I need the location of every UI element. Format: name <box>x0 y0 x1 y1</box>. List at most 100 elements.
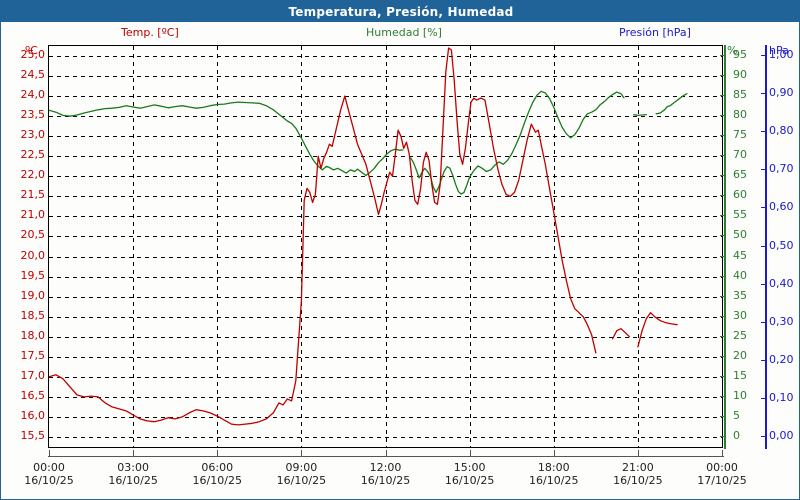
x-axis-tick-label: 03:00 16/10/25 <box>98 461 168 487</box>
humidity-axis-tick-label: 25 <box>733 328 747 342</box>
left-axis-tick-label: 24,5 <box>20 68 46 82</box>
left-axis-tick-label: 18,0 <box>20 328 46 342</box>
pressure-axis-tick-mark <box>761 55 765 56</box>
humidity-axis-spine <box>724 45 726 449</box>
pressure-axis-tick-mark <box>761 322 765 323</box>
left-axis-tick-label: 15,5 <box>20 428 46 442</box>
left-axis-tick-label: 22,5 <box>20 148 46 162</box>
window-title-bar: Temperatura, Presión, Humedad <box>1 1 800 22</box>
pressure-axis-tick-label: 0,30 <box>769 314 794 328</box>
pressure-axis-tick-label: 0,90 <box>769 86 794 100</box>
humidity-axis-tick-mark <box>720 75 724 76</box>
humidity-axis-tick-label: 60 <box>733 188 747 202</box>
pressure-axis-unit: hPa <box>769 44 789 57</box>
legend-humidity: Humedad [%] <box>366 26 442 39</box>
left-axis-tick-label: 25,0 <box>20 48 46 62</box>
legend-temperature: Temp. [ºC] <box>121 26 179 39</box>
humidity-axis-tick-label: 65 <box>733 168 747 182</box>
humidity-axis-tick-label: 85 <box>733 88 747 102</box>
humidity-axis-tick-mark <box>720 256 724 257</box>
x-axis-tick-time: 15:00 <box>453 461 486 474</box>
humidity-axis-tick-mark <box>720 55 724 56</box>
left-axis-tick-label: 17,0 <box>20 368 46 382</box>
left-axis-tick-label: 18,5 <box>20 308 46 322</box>
humidity-axis-tick-mark <box>720 155 724 156</box>
x-axis-tick-mark <box>133 450 134 457</box>
pressure-axis-tick-mark <box>761 169 765 170</box>
humidity-axis-tick-mark <box>720 175 724 176</box>
pressure-axis-tick-mark <box>761 207 765 208</box>
humidity-axis-tick-label: 75 <box>733 128 747 142</box>
humidity-axis-tick-mark <box>720 95 724 96</box>
data-series-layer <box>49 47 688 426</box>
x-axis-tick-label: 06:00 16/10/25 <box>182 461 252 487</box>
humidity-axis-tick-label: 15 <box>733 368 747 382</box>
x-axis-tick-label: 12:00 16/10/25 <box>351 461 421 487</box>
left-axis-tick-label: 20,5 <box>20 228 46 242</box>
left-axis-tick-label: 21,0 <box>20 208 46 222</box>
x-axis-tick-mark <box>49 450 50 457</box>
left-axis-tick-label: 17,5 <box>20 348 46 362</box>
x-axis-tick-time: 00:00 <box>706 461 738 474</box>
x-axis-tick-date: 16/10/25 <box>360 474 411 487</box>
x-axis-tick-mark <box>386 450 387 457</box>
pressure-axis-tick-label: 0,40 <box>769 276 794 290</box>
x-axis-tick-mark <box>217 450 218 457</box>
humidity-axis-tick-mark <box>720 215 724 216</box>
x-axis-tick-time: 21:00 <box>622 461 654 474</box>
humidity-axis-tick-label: 90 <box>733 68 747 82</box>
pressure-axis-tick-label: 0,80 <box>769 124 794 138</box>
left-axis-unit: ºC <box>25 44 38 57</box>
humidity-axis-tick-label: 70 <box>733 148 747 162</box>
x-axis-tick-mark <box>301 450 302 457</box>
x-axis-tick-label: 00:00 16/10/25 <box>14 461 84 487</box>
humidity-axis-tick-mark <box>720 356 724 357</box>
humidity-axis-tick-label: 5 <box>733 408 740 422</box>
x-axis-tick-date: 16/10/25 <box>24 474 74 487</box>
x-axis-tick-date: 16/10/25 <box>108 474 158 487</box>
x-axis-tick-label: 21:00 16/10/25 <box>603 461 673 487</box>
pressure-axis-tick-mark <box>761 246 765 247</box>
x-axis-tick-time: 06:00 <box>201 461 234 474</box>
left-axis-tick-label: 24,0 <box>20 88 46 102</box>
x-axis-tick-label: 00:00 17/10/25 <box>687 461 757 487</box>
legend-pressure: Presión [hPa] <box>619 26 691 39</box>
pressure-axis-tick-mark <box>761 436 765 437</box>
x-axis-tick-mark <box>554 450 555 457</box>
left-axis-tick-label: 16,5 <box>20 388 46 402</box>
left-axis-tick-label: 20,0 <box>20 248 46 262</box>
x-axis-tick-date: 16/10/25 <box>613 474 663 487</box>
x-axis-tick-date: 16/10/25 <box>444 474 495 487</box>
x-axis-tick-date: 16/10/25 <box>529 474 579 487</box>
humidity-axis-tick-label: 30 <box>733 308 747 322</box>
humidity-axis-tick-label: 50 <box>733 228 747 242</box>
humidity-axis-tick-label: 45 <box>733 248 747 262</box>
x-axis-tick-time: 12:00 <box>369 461 402 474</box>
window-title: Temperatura, Presión, Humedad <box>288 4 514 19</box>
humidity-axis-tick-mark <box>720 115 724 116</box>
humidity-axis-tick-label: 40 <box>733 268 747 282</box>
left-axis-tick-label: 22,0 <box>20 168 46 182</box>
pressure-axis-tick-label: 0,70 <box>769 162 794 176</box>
pressure-axis-tick-mark <box>761 360 765 361</box>
humidity-axis-tick-label: 80 <box>733 108 747 122</box>
x-axis-tick-time: 00:00 <box>33 461 65 474</box>
pressure-axis-tick-label: 0,50 <box>769 238 794 252</box>
pressure-axis-tick-label: 0,00 <box>769 428 794 442</box>
x-axis-tick-time: 09:00 <box>285 461 318 474</box>
humidity-axis-tick-mark <box>720 135 724 136</box>
x-axis-tick-date: 16/10/25 <box>276 474 327 487</box>
humidity-axis-tick-mark <box>720 396 724 397</box>
x-axis-tick-label: 09:00 16/10/25 <box>266 461 336 487</box>
humidity-axis-tick-mark <box>720 336 724 337</box>
x-axis-tick-time: 03:00 <box>117 461 149 474</box>
left-axis-tick-label: 19,0 <box>20 288 46 302</box>
x-axis-tick-mark <box>470 450 471 457</box>
x-axis-tick-time: 18:00 <box>537 461 570 474</box>
pressure-axis-tick-label: 0,60 <box>769 200 794 214</box>
humidity-axis-tick-mark <box>720 376 724 377</box>
plot-area <box>48 45 723 448</box>
pressure-axis-spine <box>765 45 767 449</box>
left-axis-tick-label: 21,5 <box>20 188 46 202</box>
pressure-axis-tick-mark <box>761 131 765 132</box>
